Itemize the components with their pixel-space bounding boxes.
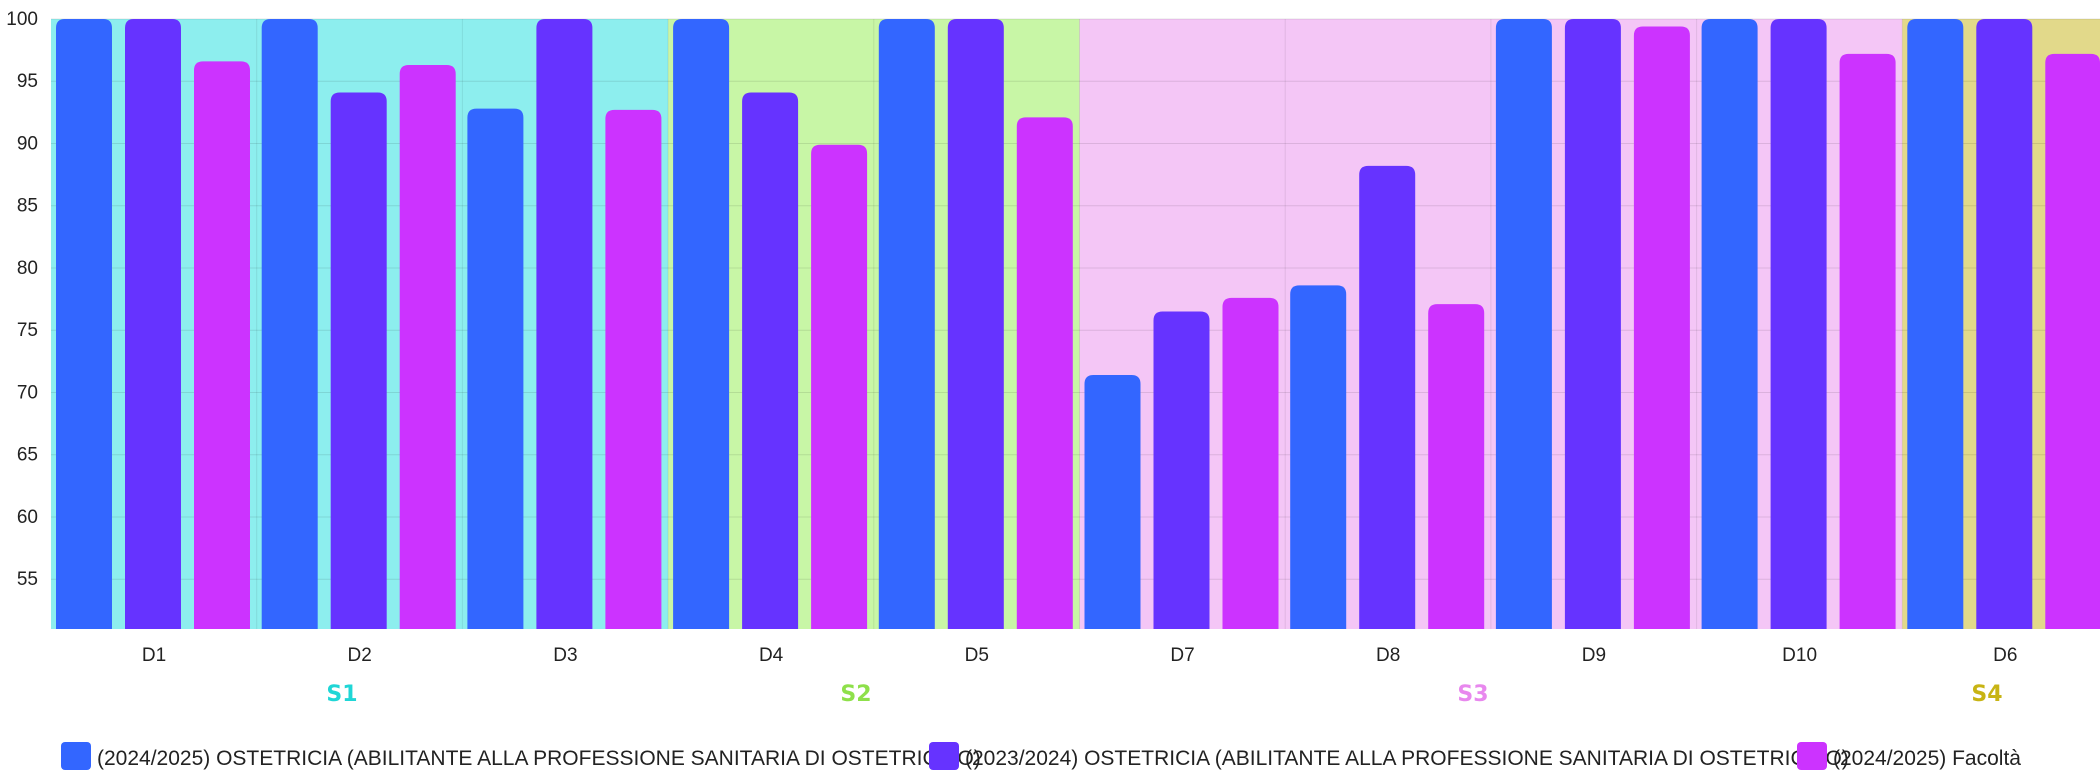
bar-d5-series-2 — [947, 19, 1004, 629]
bar-d8-series-2 — [1359, 165, 1416, 630]
legend-item-2[interactable]: (2023/2024) OSTETRICIA (ABILITANTE ALLA … — [929, 742, 1849, 770]
bars — [56, 19, 2100, 630]
bar-d6-series-1 — [1907, 19, 1964, 629]
bar-d2-series-1 — [261, 19, 318, 629]
x-tick-label: D10 — [1782, 645, 1817, 666]
legend-swatch — [1797, 742, 1827, 770]
bar-d6-series-3 — [2045, 53, 2100, 630]
x-tick-label: D2 — [348, 645, 372, 666]
group-label-s1: S1 — [326, 682, 357, 707]
bar-d10-series-3 — [1839, 53, 1896, 630]
group-label-s3: S3 — [1457, 682, 1488, 707]
y-tick-label: 80 — [17, 258, 38, 279]
bar-d5-series-3 — [1016, 117, 1073, 630]
legend-label: (2024/2025) Facoltà — [1833, 747, 2021, 770]
y-axis-labels: 55 60 65 70 75 80 85 90 95 100 — [6, 9, 38, 590]
x-tick-label: D7 — [1170, 645, 1194, 666]
bar-d5-series-1 — [878, 19, 935, 629]
bar-d10-series-2 — [1770, 19, 1827, 629]
bar-d3-series-1 — [467, 108, 524, 630]
bar-d2-series-2 — [330, 92, 387, 630]
y-tick-label: 95 — [17, 71, 38, 92]
bar-d4-series-2 — [742, 92, 799, 630]
bar-d4-series-3 — [811, 144, 868, 630]
bar-d3-series-2 — [536, 19, 593, 629]
x-tick-label: D5 — [965, 645, 989, 666]
bar-d1-series-1 — [56, 19, 112, 629]
legend-item-1[interactable]: (2024/2025) OSTETRICIA (ABILITANTE ALLA … — [61, 742, 981, 770]
legend-label: (2024/2025) OSTETRICIA (ABILITANTE ALLA … — [97, 747, 981, 770]
y-tick-label: 75 — [17, 320, 38, 341]
x-tick-label: D4 — [759, 645, 784, 666]
bar-d1-series-3 — [194, 61, 250, 629]
bar-d8-series-3 — [1428, 304, 1485, 629]
legend-swatch — [61, 742, 91, 770]
x-tick-label: D1 — [142, 645, 166, 666]
x-tick-label: D8 — [1376, 645, 1400, 666]
group-background-s3 — [1079, 19, 1903, 629]
y-tick-label: 85 — [17, 196, 38, 217]
bar-d7-series-2 — [1153, 311, 1210, 629]
bar-d9-series-1 — [1495, 19, 1552, 629]
bar-d4-series-1 — [673, 19, 730, 629]
group-background-s2 — [668, 19, 1080, 629]
group-label-s2: S2 — [840, 682, 871, 707]
legend-swatch — [929, 742, 959, 770]
group-labels: S1 S2 S3 S4 — [326, 682, 2002, 707]
y-tick-label: 65 — [17, 445, 38, 466]
x-tick-label: D9 — [1582, 645, 1606, 666]
bar-d6-series-2 — [1976, 19, 2033, 629]
x-tick-label: D3 — [553, 645, 577, 666]
x-axis-labels: D1 D2 D3 D4 D5 D7 D8 D9 D10 D6 — [142, 645, 2018, 666]
legend: (2024/2025) OSTETRICIA (ABILITANTE ALLA … — [61, 742, 2021, 770]
bar-d7-series-1 — [1084, 375, 1141, 629]
gridlines — [51, 18, 2100, 629]
legend-item-3[interactable]: (2024/2025) Facoltà — [1797, 742, 2021, 770]
bar-d9-series-3 — [1633, 26, 1690, 630]
x-tick-label: D6 — [1993, 645, 2017, 666]
bar-d3-series-3 — [605, 109, 662, 629]
bar-d2-series-3 — [399, 65, 456, 630]
bar-d10-series-1 — [1701, 19, 1758, 629]
y-tick-label: 100 — [6, 9, 38, 30]
bar-d8-series-1 — [1290, 285, 1347, 629]
bar-d9-series-2 — [1564, 19, 1621, 629]
legend-label: (2023/2024) OSTETRICIA (ABILITANTE ALLA … — [965, 747, 1849, 770]
bar-d1-series-2 — [125, 19, 181, 629]
bar-d7-series-3 — [1222, 297, 1279, 629]
group-label-s4: S4 — [1971, 682, 2002, 707]
y-tick-label: 55 — [17, 569, 38, 590]
y-tick-label: 60 — [17, 507, 38, 528]
y-tick-label: 90 — [17, 133, 38, 154]
y-tick-label: 70 — [17, 382, 38, 403]
